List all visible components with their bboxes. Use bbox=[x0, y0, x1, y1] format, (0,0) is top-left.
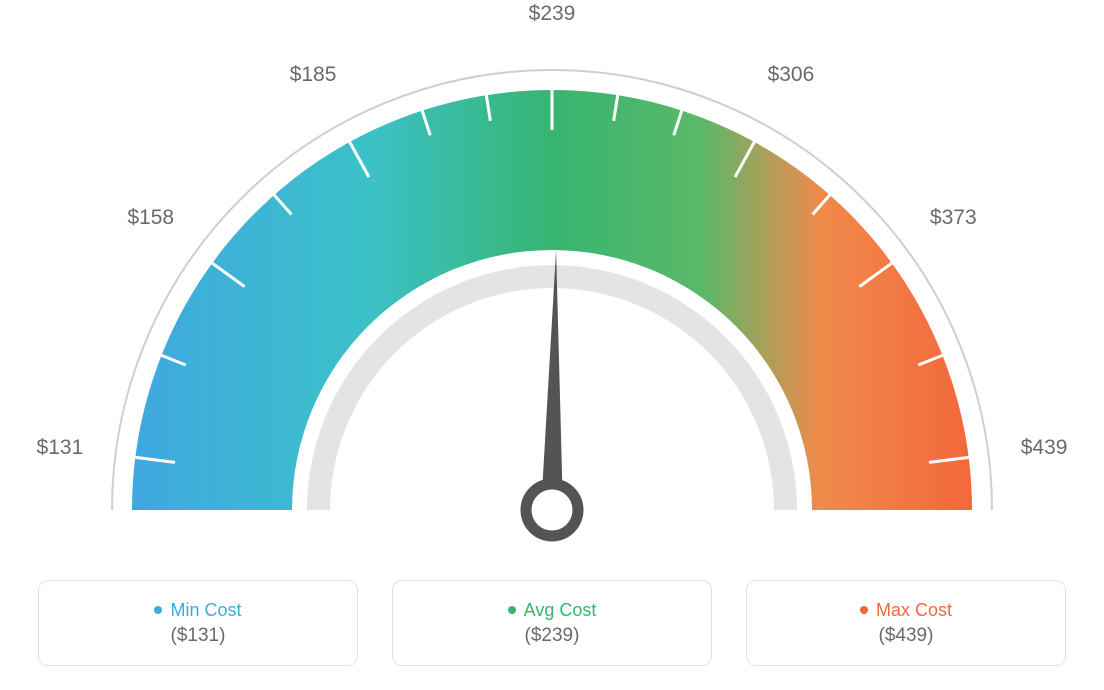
gauge-tick-label: $158 bbox=[127, 206, 174, 230]
gauge-area: $131 $158 $185 $239 $306 $373 $439 bbox=[0, 0, 1104, 560]
gauge-tick-label: $239 bbox=[529, 2, 576, 26]
cost-card: Max Cost ($439) bbox=[746, 580, 1066, 666]
gauge-tick-label: $373 bbox=[930, 206, 977, 230]
cost-card-label: Avg Cost bbox=[508, 600, 597, 621]
cost-card-label: Max Cost bbox=[860, 600, 952, 621]
cost-card: Avg Cost ($239) bbox=[392, 580, 712, 666]
gauge-tick-label: $306 bbox=[768, 63, 815, 87]
gauge-svg bbox=[0, 0, 1104, 560]
cost-card-label-text: Min Cost bbox=[170, 600, 241, 621]
gauge-tick-label: $131 bbox=[37, 436, 84, 460]
gauge-tick-label: $439 bbox=[1021, 436, 1068, 460]
chart-container: $131 $158 $185 $239 $306 $373 $439 Min Cost ($1… bbox=[0, 0, 1104, 690]
legend-dot-icon bbox=[154, 606, 162, 614]
legend-dot-icon bbox=[508, 606, 516, 614]
legend-dot-icon bbox=[860, 606, 868, 614]
gauge-tick-label: $185 bbox=[290, 63, 337, 87]
cost-card-value: ($131) bbox=[171, 625, 226, 647]
cost-card-label-text: Avg Cost bbox=[524, 600, 597, 621]
cost-card-value: ($239) bbox=[525, 625, 580, 647]
cost-card-label: Min Cost bbox=[154, 600, 241, 621]
cost-card-value: ($439) bbox=[879, 625, 934, 647]
cost-cards: Min Cost ($131) Avg Cost ($239) Max Cost ($43… bbox=[0, 580, 1104, 666]
cost-card-label-text: Max Cost bbox=[876, 600, 952, 621]
cost-card: Min Cost ($131) bbox=[38, 580, 358, 666]
